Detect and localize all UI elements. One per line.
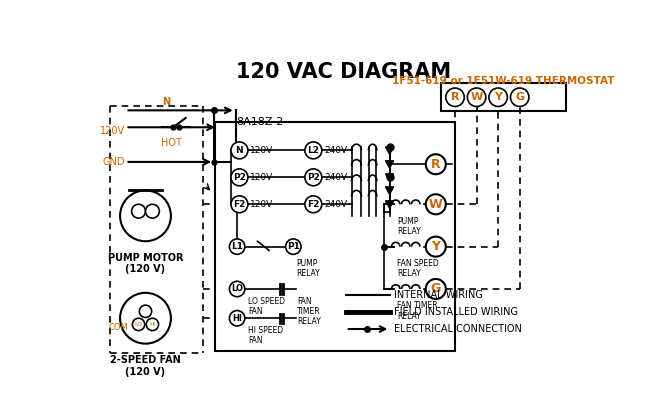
Text: P2: P2 bbox=[233, 173, 246, 182]
Text: 8A18Z-2: 8A18Z-2 bbox=[237, 117, 283, 127]
Circle shape bbox=[425, 237, 446, 257]
Circle shape bbox=[305, 196, 322, 213]
Bar bbox=[215, 122, 455, 352]
Circle shape bbox=[489, 88, 507, 106]
Circle shape bbox=[120, 190, 171, 241]
Text: L2: L2 bbox=[308, 146, 320, 155]
Text: FAN
TIMER
RELAY: FAN TIMER RELAY bbox=[297, 297, 321, 326]
Text: P2: P2 bbox=[307, 173, 320, 182]
Text: 120V: 120V bbox=[250, 200, 273, 209]
Circle shape bbox=[145, 204, 159, 218]
Text: INTERNAL WIRING: INTERNAL WIRING bbox=[394, 290, 483, 300]
Circle shape bbox=[425, 194, 446, 214]
Text: G: G bbox=[515, 92, 524, 102]
Text: FAN SPEED
RELAY: FAN SPEED RELAY bbox=[397, 259, 439, 278]
Text: PUMP
RELAY: PUMP RELAY bbox=[296, 259, 320, 278]
Text: Y: Y bbox=[494, 92, 502, 102]
Circle shape bbox=[229, 281, 245, 297]
Circle shape bbox=[229, 239, 245, 254]
Text: PUMP
RELAY: PUMP RELAY bbox=[397, 217, 421, 236]
Circle shape bbox=[446, 88, 464, 106]
Circle shape bbox=[146, 318, 159, 331]
Polygon shape bbox=[386, 174, 393, 181]
Circle shape bbox=[425, 279, 446, 299]
Circle shape bbox=[285, 239, 301, 254]
Circle shape bbox=[305, 169, 322, 186]
Text: 120V: 120V bbox=[100, 126, 125, 136]
Text: R: R bbox=[431, 158, 441, 171]
Text: ELECTRICAL CONNECTION: ELECTRICAL CONNECTION bbox=[394, 324, 522, 334]
Text: HOT: HOT bbox=[161, 138, 182, 148]
Circle shape bbox=[120, 293, 171, 344]
Circle shape bbox=[231, 142, 248, 159]
Text: HI: HI bbox=[232, 314, 242, 323]
Text: F2: F2 bbox=[233, 200, 246, 209]
Text: 120 VAC DIAGRAM: 120 VAC DIAGRAM bbox=[236, 62, 451, 82]
Text: W: W bbox=[470, 92, 482, 102]
Text: 2-SPEED FAN
(120 V): 2-SPEED FAN (120 V) bbox=[110, 355, 181, 377]
Text: LO: LO bbox=[135, 322, 143, 327]
Text: G: G bbox=[431, 282, 441, 295]
Circle shape bbox=[131, 204, 145, 218]
Text: HI SPEED
FAN: HI SPEED FAN bbox=[248, 326, 283, 345]
Text: FAN TIMER
RELAY: FAN TIMER RELAY bbox=[397, 301, 438, 321]
Polygon shape bbox=[386, 201, 393, 208]
Text: N: N bbox=[236, 146, 243, 155]
Circle shape bbox=[139, 305, 151, 318]
Text: GND: GND bbox=[103, 157, 125, 167]
Text: LO: LO bbox=[231, 285, 243, 293]
Text: W: W bbox=[429, 198, 443, 211]
Bar bbox=[441, 83, 566, 111]
Circle shape bbox=[305, 142, 322, 159]
Circle shape bbox=[229, 310, 245, 326]
Text: N: N bbox=[162, 97, 170, 107]
Text: 240V: 240V bbox=[324, 146, 347, 155]
Text: R: R bbox=[451, 92, 459, 102]
Text: F2: F2 bbox=[307, 200, 320, 209]
Text: HI: HI bbox=[149, 322, 155, 327]
Polygon shape bbox=[386, 147, 393, 154]
Text: 120V: 120V bbox=[250, 146, 273, 155]
Text: Y: Y bbox=[431, 240, 440, 253]
Polygon shape bbox=[386, 161, 393, 168]
Text: 240V: 240V bbox=[324, 173, 347, 182]
Circle shape bbox=[511, 88, 529, 106]
Text: 240V: 240V bbox=[324, 200, 347, 209]
Text: LO SPEED
FAN: LO SPEED FAN bbox=[248, 297, 285, 316]
Text: L1: L1 bbox=[231, 242, 243, 251]
Text: P1: P1 bbox=[287, 242, 299, 251]
Circle shape bbox=[468, 88, 486, 106]
Text: 120V: 120V bbox=[250, 173, 273, 182]
Circle shape bbox=[231, 196, 248, 213]
Circle shape bbox=[425, 154, 446, 174]
Polygon shape bbox=[386, 187, 393, 194]
Circle shape bbox=[231, 169, 248, 186]
Circle shape bbox=[133, 318, 145, 331]
Text: 1F51-619 or 1F51W-619 THERMOSTAT: 1F51-619 or 1F51W-619 THERMOSTAT bbox=[393, 76, 615, 86]
Text: FIELD INSTALLED WIRING: FIELD INSTALLED WIRING bbox=[394, 307, 518, 317]
Text: PUMP MOTOR
(120 V): PUMP MOTOR (120 V) bbox=[108, 253, 183, 274]
Text: COM: COM bbox=[109, 323, 129, 332]
